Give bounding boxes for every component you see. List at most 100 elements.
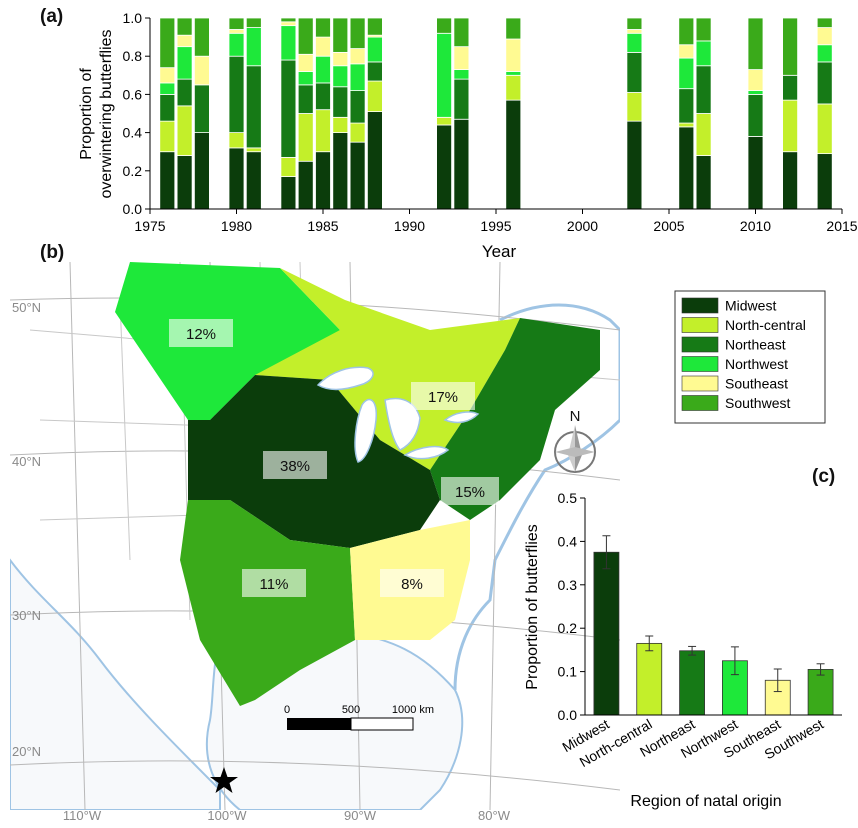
bar-segment-2007-north-central bbox=[695, 113, 712, 156]
bar-segment-1983-southeast bbox=[280, 21, 297, 27]
panel-a-x-axis-label: Year bbox=[482, 242, 517, 261]
bar-segment-1986-midwest bbox=[332, 132, 349, 210]
svg-text:40°N: 40°N bbox=[12, 454, 41, 469]
bar-segment-1985-southwest bbox=[315, 17, 331, 38]
bar-segment-2012-north-central bbox=[782, 99, 798, 153]
legend-label: Northeast bbox=[725, 337, 786, 353]
panel-a-y-axis-label-line1: Proportion of bbox=[78, 68, 95, 160]
bar-segment-1988-northeast bbox=[366, 61, 383, 82]
bar-segment-2010-midwest bbox=[747, 136, 764, 210]
bar-segment-1984-southwest bbox=[297, 17, 314, 55]
region-label-north-central: 17% bbox=[411, 382, 475, 410]
svg-text:20°N: 20°N bbox=[12, 744, 41, 759]
bar-segment-1981-midwest bbox=[245, 151, 262, 210]
panel-a-x-ticks: 1975 1980 1985 1990 1995 2000 2005 2010 2015 bbox=[134, 209, 858, 234]
bar-segment-1983-northwest bbox=[280, 25, 297, 61]
panel-c-y-tick-label: 0.0 bbox=[558, 707, 578, 723]
bar-segment-1977-northwest bbox=[176, 46, 193, 80]
svg-text:100°W: 100°W bbox=[207, 808, 247, 823]
bar-segment-2006-north-central bbox=[678, 122, 695, 128]
bar-segment-1996-southeast bbox=[505, 38, 522, 72]
bar-segment-1986-southeast bbox=[332, 51, 349, 67]
region-label-southeast: 8% bbox=[380, 569, 444, 597]
bar-segment-1980-north-central bbox=[228, 132, 245, 149]
bar-segment-2010-northwest bbox=[747, 90, 764, 95]
bar-segment-2006-northeast bbox=[678, 88, 695, 124]
bar-segment-1983-northeast bbox=[280, 59, 297, 158]
panel-a-y-tick-label: 0.0 bbox=[123, 201, 143, 217]
svg-text:30°N: 30°N bbox=[12, 608, 41, 623]
panel-c-bars bbox=[593, 535, 834, 716]
bar-segment-1986-southwest bbox=[332, 17, 349, 53]
svg-text:11%: 11% bbox=[260, 576, 289, 593]
bar-segment-1976-northwest bbox=[159, 82, 176, 95]
bar-segment-1977-midwest bbox=[176, 155, 193, 210]
bar-segment-1981-southwest bbox=[245, 17, 262, 28]
bar-segment-2014-northwest bbox=[816, 44, 833, 63]
bar-segment-1978-northeast bbox=[193, 84, 210, 133]
bar-segment-1993-northeast bbox=[453, 78, 470, 120]
panel-a-y-tick-label: 0.6 bbox=[123, 86, 143, 102]
region-label-southwest: 11% bbox=[242, 569, 306, 597]
panel-a-x-tick-label: 1980 bbox=[221, 218, 252, 234]
panel-c-y-tick-label: 0.4 bbox=[558, 533, 578, 549]
bar-segment-1978-midwest bbox=[193, 132, 210, 210]
panel-c-y-tick-label: 0.3 bbox=[558, 577, 578, 593]
bar-segment-1985-midwest bbox=[315, 151, 331, 210]
bar-segment-2003-north-central bbox=[626, 92, 643, 122]
region-northeast bbox=[430, 318, 600, 520]
bar-segment-2010-northeast bbox=[747, 94, 764, 137]
bar-segment-1985-north-central bbox=[315, 109, 331, 153]
bar-segment-2014-midwest bbox=[816, 153, 833, 210]
legend-label: North-central bbox=[725, 317, 806, 333]
bar-segment-1980-southeast bbox=[228, 29, 245, 34]
panel-a-bars bbox=[159, 17, 833, 210]
bar-segment-1996-midwest bbox=[505, 99, 522, 210]
bar-segment-1988-north-central bbox=[366, 80, 383, 112]
bar-segment-1993-midwest bbox=[453, 118, 470, 210]
north-arrow-icon: N bbox=[554, 408, 596, 473]
bar-segment-2006-southwest bbox=[678, 17, 695, 46]
bar-segment-1993-southwest bbox=[453, 17, 470, 48]
bar-segment-1981-northeast bbox=[245, 65, 262, 149]
atlantic-coastline bbox=[453, 303, 620, 691]
bar-segment-1977-southeast bbox=[176, 34, 193, 48]
svg-text:15%: 15% bbox=[455, 484, 485, 501]
bar-segment-1977-southwest bbox=[176, 17, 193, 36]
panel-b-map: 12% 17% 38% 15% 11% bbox=[10, 262, 620, 823]
bar-segment-1992-northwest bbox=[436, 32, 453, 118]
bar-segment-2014-north-central bbox=[816, 103, 833, 155]
bar-segment-1983-midwest bbox=[280, 176, 297, 210]
panel-a-y-ticks: 0.0 0.2 0.4 0.6 0.8 1.0 bbox=[123, 10, 150, 217]
bar-segment-1983-southwest bbox=[280, 17, 297, 23]
bar-segment-2006-southeast bbox=[678, 44, 695, 59]
svg-text:8%: 8% bbox=[401, 576, 423, 593]
bar-segment-1992-north-central bbox=[436, 116, 453, 126]
region-label-midwest: 38% bbox=[263, 451, 327, 479]
legend-label: Southeast bbox=[725, 376, 788, 392]
bar-segment-1984-midwest bbox=[297, 160, 314, 210]
bar-segment-1987-northwest bbox=[349, 63, 366, 91]
scale-bar: 0 500 1000 km bbox=[284, 704, 434, 731]
pacific-coast bbox=[10, 558, 221, 810]
panel-c-x-axis-label: Region of natal origin bbox=[630, 793, 781, 810]
bar-segment-1987-north-central bbox=[349, 122, 366, 143]
bar-segment-1984-northeast bbox=[297, 84, 314, 114]
bar-segment-2003-southwest bbox=[626, 17, 643, 30]
panel-a-x-tick-label: 2000 bbox=[567, 218, 598, 234]
panel-b-label: (b) bbox=[40, 242, 65, 263]
svg-text:500: 500 bbox=[342, 704, 360, 716]
svg-text:38%: 38% bbox=[280, 458, 310, 475]
map-coordinate-labels: 50°N 40°N 30°N 20°N 110°W 100°W 90°W 80°… bbox=[12, 300, 511, 823]
bar-segment-2012-midwest bbox=[782, 151, 798, 210]
bar-segment-1987-southwest bbox=[349, 17, 366, 49]
bar-segment-2014-southeast bbox=[816, 27, 833, 46]
bar-segment-2010-southwest bbox=[747, 17, 764, 70]
bar-segment-1976-north-central bbox=[159, 120, 176, 153]
bar-segment-1984-northwest bbox=[297, 71, 314, 86]
panel-a-label: (a) bbox=[40, 6, 64, 27]
bar-segment-1987-northeast bbox=[349, 90, 366, 124]
bar-segment-1986-northeast bbox=[332, 86, 349, 118]
legend-swatch-northwest bbox=[681, 356, 719, 372]
